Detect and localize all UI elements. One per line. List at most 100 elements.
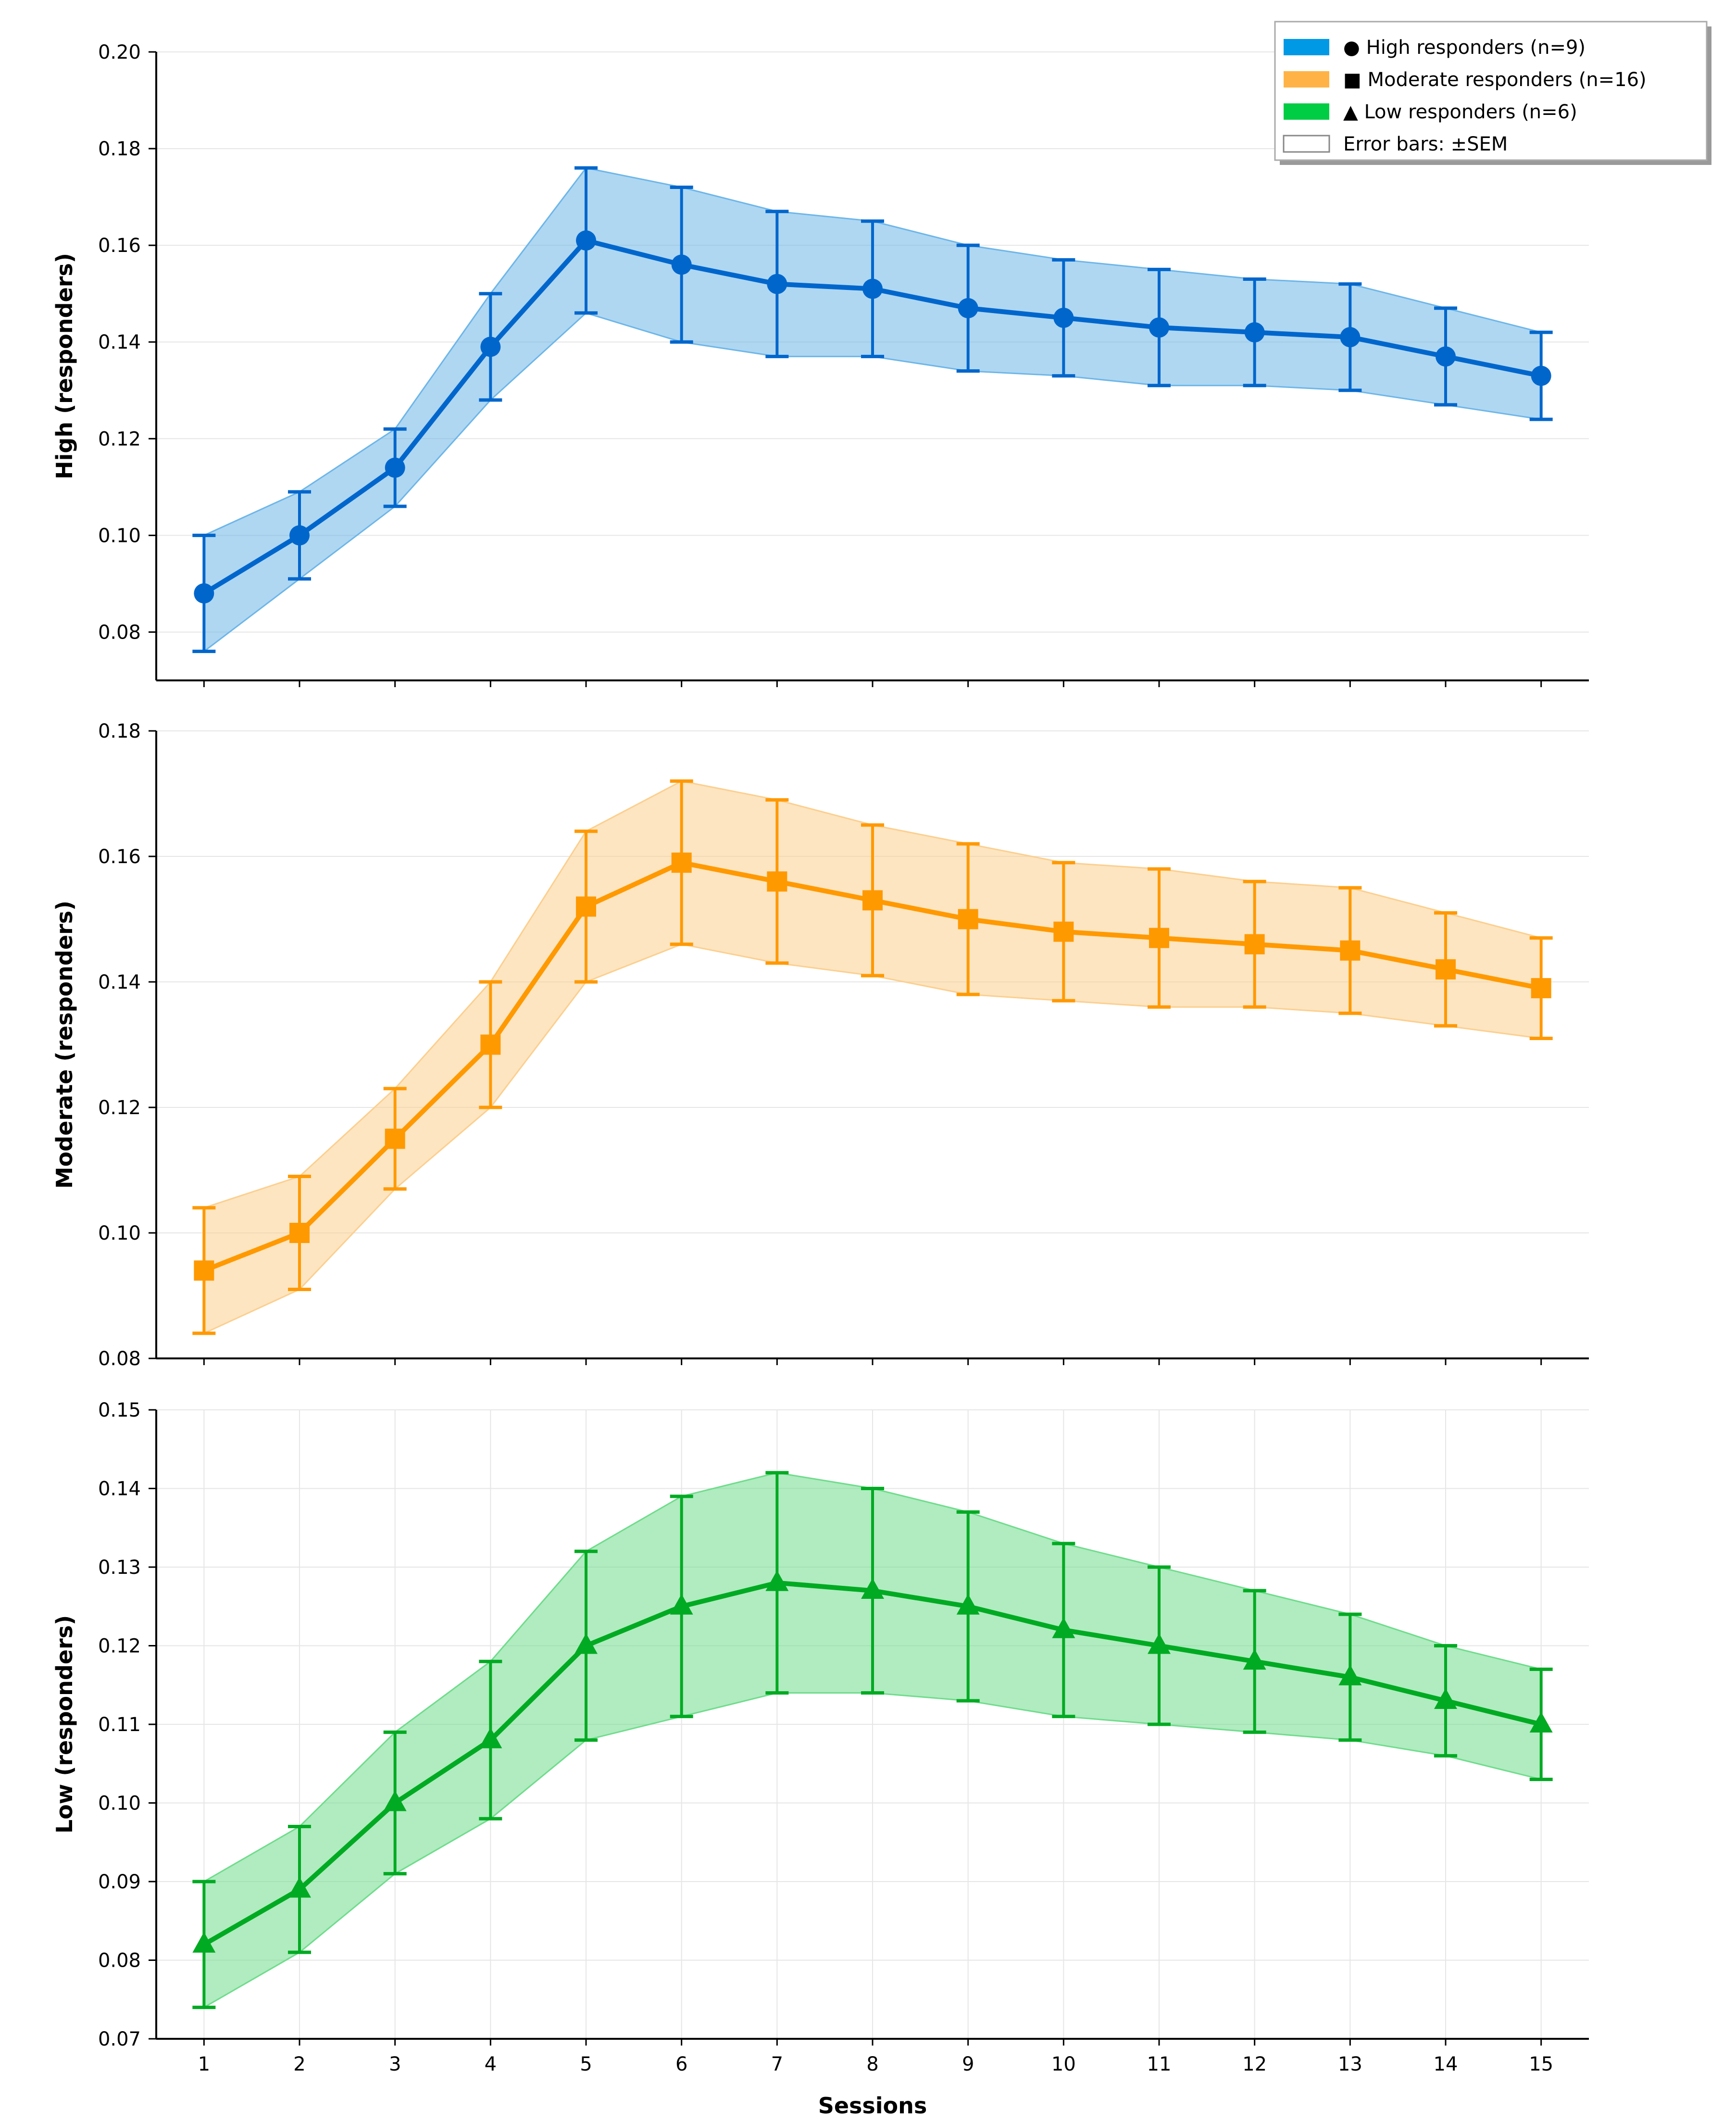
legend-label: Error bars: ±SEM — [1343, 133, 1508, 155]
data-point — [194, 1260, 214, 1281]
y-tick-label: 0.14 — [98, 331, 141, 353]
y-tick-label: 0.10 — [98, 1793, 141, 1815]
panel-high: 0.08 0.10 0.12 0.14 0.16 0.18 0.20 High (respon… — [51, 41, 1589, 687]
x-tick-label: 1 — [198, 2053, 210, 2075]
data-point — [288, 1877, 311, 1898]
data-point — [958, 909, 978, 929]
y-tick-label: 0.07 — [98, 2028, 141, 2050]
data-point — [479, 1727, 502, 1748]
legend-label: ▲ Low responders (n=6) — [1343, 101, 1577, 123]
data-point — [192, 1932, 216, 1953]
x-tick-label: 11 — [1147, 2053, 1172, 2075]
x-axis-title: Sessions — [818, 2093, 927, 2119]
y-axis-title-low: Low (responders) — [51, 1615, 77, 1833]
data-point — [767, 871, 787, 892]
data-point — [1052, 1617, 1075, 1638]
x-tick-label: 8 — [866, 2053, 878, 2075]
x-tick-label: 5 — [580, 2053, 592, 2075]
panel-moderate: 0.08 0.10 0.12 0.14 0.16 0.18 Moderate (respon… — [51, 720, 1589, 1370]
data-point — [385, 457, 405, 478]
y-tick-label: 0.11 — [98, 1714, 141, 1736]
panels-layer: 0.08 0.10 0.12 0.14 0.16 0.18 0.20 High (respon… — [51, 41, 1589, 2075]
data-point — [1529, 1712, 1553, 1733]
data-point — [1434, 1688, 1457, 1709]
data-point — [576, 230, 596, 251]
data-point — [765, 1570, 789, 1591]
data-point — [289, 525, 310, 546]
data-point — [1244, 934, 1265, 954]
y-tick-label: 0.12 — [98, 1097, 141, 1119]
y-axis-title-high: High (responders) — [51, 253, 77, 479]
data-point — [1340, 940, 1361, 961]
legend-label: ● High responders (n=9) — [1343, 37, 1586, 59]
y-tick-label: 0.12 — [98, 1635, 141, 1657]
data-point — [1531, 365, 1551, 386]
legend-swatch — [1283, 135, 1330, 153]
data-point — [862, 278, 883, 299]
data-point — [1243, 1649, 1266, 1670]
legend-entry: Error bars: ±SEM — [1283, 133, 1508, 155]
data-point — [1436, 959, 1456, 979]
data-point — [956, 1594, 980, 1615]
y-tick-label: 0.18 — [98, 720, 141, 742]
x-tick-label: 6 — [675, 2053, 687, 2075]
x-tick-label: 9 — [962, 2053, 974, 2075]
data-point — [1244, 322, 1265, 343]
data-point — [671, 254, 692, 275]
x-tick-label: 14 — [1434, 2053, 1458, 2075]
legend-entry: ▲ Low responders (n=6) — [1284, 101, 1577, 123]
data-point — [1531, 978, 1551, 999]
legend-entry: ● High responders (n=9) — [1284, 37, 1586, 59]
data-point — [1053, 921, 1074, 942]
legend-swatch — [1284, 39, 1329, 55]
x-tick-label: 12 — [1242, 2053, 1267, 2075]
y-tick-label: 0.12 — [98, 428, 141, 450]
data-point — [670, 1594, 693, 1615]
data-point — [289, 1223, 310, 1243]
y-tick-label: 0.08 — [98, 1950, 141, 1972]
legend-entry: ■ Moderate responders (n=16) — [1284, 69, 1647, 91]
data-point — [1340, 327, 1361, 348]
x-tick-label: 7 — [771, 2053, 783, 2075]
y-tick-label: 0.16 — [98, 846, 141, 868]
y-tick-label: 0.14 — [98, 971, 141, 993]
data-point — [958, 298, 978, 318]
x-tick-label: 15 — [1529, 2053, 1553, 2075]
data-point — [383, 1790, 407, 1811]
y-axis-title-moderate: Moderate (responders) — [51, 901, 77, 1189]
data-point — [1053, 307, 1074, 328]
y-tick-label: 0.08 — [98, 1348, 141, 1370]
y-tick-label: 0.20 — [98, 41, 141, 63]
data-point — [1148, 1633, 1171, 1654]
data-point — [861, 1578, 884, 1599]
y-tick-label: 0.08 — [98, 621, 141, 643]
legend: ● High responders (n=9) ■ Moderate respon… — [1274, 21, 1711, 165]
data-point — [576, 896, 596, 917]
legend-swatch — [1284, 71, 1329, 88]
data-point — [480, 1034, 501, 1055]
y-tick-label: 0.16 — [98, 235, 141, 257]
y-tick-label: 0.09 — [98, 1871, 141, 1893]
y-tick-label: 0.14 — [98, 1478, 141, 1500]
x-tick-label: 3 — [389, 2053, 401, 2075]
data-point — [1149, 317, 1169, 338]
y-tick-label: 0.13 — [98, 1557, 141, 1579]
data-point — [1149, 928, 1169, 948]
data-point — [385, 1129, 405, 1149]
x-tick-label: 4 — [485, 2053, 497, 2075]
data-point — [671, 853, 692, 873]
x-tick-label: 2 — [293, 2053, 305, 2075]
y-tick-label: 0.18 — [98, 138, 141, 160]
legend-box — [1274, 21, 1708, 161]
x-tick-label: 13 — [1338, 2053, 1362, 2075]
panel-low: 0.07 0.08 0.09 0.10 0.11 0.12 0.13 0.14 0.15 Low … — [51, 1399, 1589, 2075]
data-point — [194, 583, 214, 604]
data-point — [862, 890, 883, 911]
data-point — [1436, 346, 1456, 367]
y-tick-label: 0.10 — [98, 1222, 141, 1244]
x-tick-label: 10 — [1051, 2053, 1076, 2075]
y-tick-label: 0.10 — [98, 525, 141, 547]
legend-swatch — [1284, 103, 1329, 120]
data-point — [1338, 1664, 1362, 1685]
